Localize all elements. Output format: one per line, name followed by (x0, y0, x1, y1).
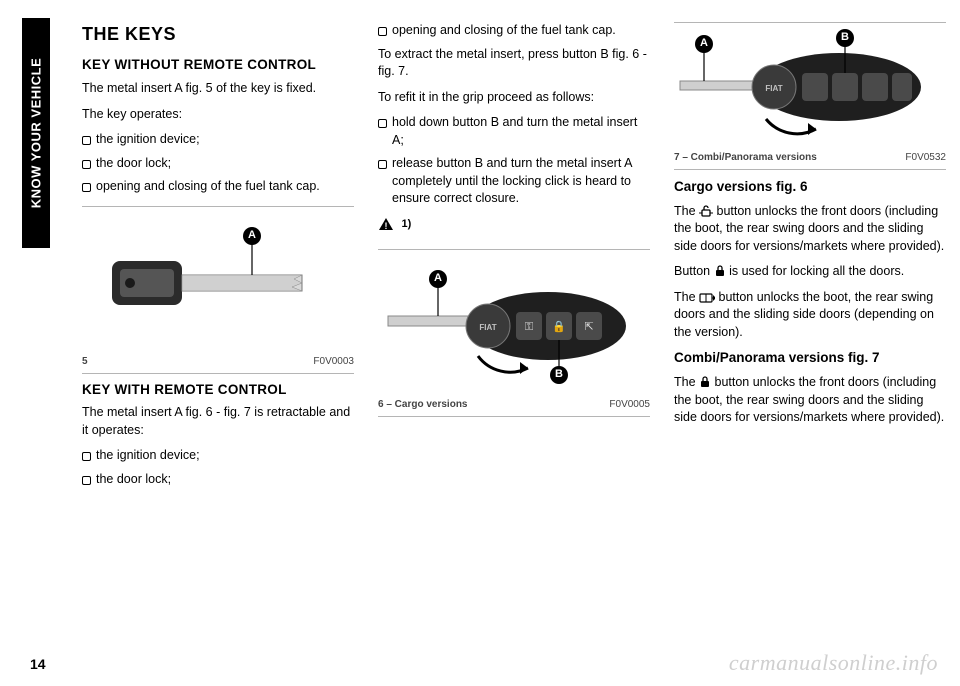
figure-6-caption: 6 – Cargo versions F0V0005 (378, 396, 650, 412)
text-fragment: button unlocks the front doors (includin… (674, 375, 944, 424)
column-1: THE KEYS KEY WITHOUT REMOTE CONTROL The … (82, 22, 354, 642)
manual-page: KNOW YOUR VEHICLE THE KEYS KEY WITHOUT R… (0, 0, 960, 686)
figure-7-image: FIAT A B (674, 29, 946, 149)
heading-combi-versions: Combi/Panorama versions fig. 7 (674, 349, 946, 368)
list-item: the ignition device; (82, 447, 354, 465)
list-item: the door lock; (82, 155, 354, 173)
callout-b: B (836, 29, 854, 47)
boot-unlock-icon (699, 290, 718, 304)
paragraph: The metal insert A fig. 5 of the key is … (82, 80, 354, 98)
figure-number: 7 – Combi/Panorama versions (674, 151, 817, 165)
warning-icon: ! (378, 217, 394, 231)
content-columns: THE KEYS KEY WITHOUT REMOTE CONTROL The … (82, 22, 900, 642)
figure-code: F0V0003 (313, 355, 354, 369)
list-item: release button B and turn the metal inse… (378, 155, 650, 208)
figure-5-image: A (82, 213, 354, 353)
svg-text:FIAT: FIAT (765, 84, 782, 93)
figure-6-image: FIAT ⚿ 🔒 ⇱ (378, 256, 650, 396)
figure-number: 5 (82, 355, 88, 369)
paragraph: The key operates: (82, 106, 354, 124)
text-fragment: The (674, 290, 699, 304)
lock-icon (714, 264, 729, 278)
section-tab-label: KNOW YOUR VEHICLE (29, 58, 44, 209)
key-plain-icon (82, 213, 354, 353)
unlock-icon (699, 204, 716, 218)
figure-number: 6 – Cargo versions (378, 398, 467, 412)
list-item: opening and closing of the fuel tank cap… (378, 22, 650, 40)
text-fragment: Button (674, 264, 714, 278)
paragraph: The button unlocks the front doors (incl… (674, 374, 946, 427)
figure-5-caption: 5 F0V0003 (82, 353, 354, 369)
lock-icon (699, 375, 714, 389)
svg-text:🔒: 🔒 (552, 320, 566, 333)
column-3: FIAT A B 7 – Combi/Panorama versions (674, 22, 946, 642)
warning-number: 1) (401, 218, 411, 230)
figure-code: F0V0532 (905, 151, 946, 165)
callout-b: B (550, 366, 568, 384)
callout-a: A (695, 35, 713, 53)
figure-7: FIAT A B 7 – Combi/Panorama versions (674, 22, 946, 170)
key-remote-combi-icon: FIAT (674, 29, 946, 149)
list-item: hold down button B and turn the metal in… (378, 114, 650, 149)
callout-a: A (429, 270, 447, 288)
figure-5: A 5 F0V0003 (82, 206, 354, 374)
text-fragment: is used for locking all the doors. (729, 264, 904, 278)
heading-key-with-remote: KEY WITH REMOTE CONTROL (82, 382, 354, 399)
page-title: THE KEYS (82, 22, 354, 47)
key-remote-cargo-icon: FIAT ⚿ 🔒 ⇱ (378, 256, 650, 396)
heading-cargo-versions: Cargo versions fig. 6 (674, 178, 946, 197)
svg-text:⚿: ⚿ (525, 321, 533, 333)
list-item: the door lock; (82, 471, 354, 489)
text-fragment: The (674, 204, 699, 218)
list-item: opening and closing of the fuel tank cap… (82, 178, 354, 196)
paragraph: To extract the metal insert, press butto… (378, 46, 650, 81)
watermark: carmanualsonline.info (729, 650, 938, 676)
text-fragment: The (674, 375, 699, 389)
paragraph: Button is used for locking all the doors… (674, 263, 946, 281)
paragraph: The button unlocks the front doors (incl… (674, 203, 946, 256)
section-tab: KNOW YOUR VEHICLE (22, 18, 50, 248)
warning-marker: ! 1) (378, 216, 411, 234)
figure-code: F0V0005 (609, 398, 650, 412)
column-2: opening and closing of the fuel tank cap… (378, 22, 650, 642)
list-item: the ignition device; (82, 131, 354, 149)
svg-text:!: ! (385, 221, 388, 231)
svg-text:FIAT: FIAT (479, 323, 496, 332)
figure-7-caption: 7 – Combi/Panorama versions F0V0532 (674, 149, 946, 165)
figure-6: FIAT ⚿ 🔒 ⇱ (378, 249, 650, 417)
page-number: 14 (30, 656, 46, 672)
paragraph: The metal insert A fig. 6 - fig. 7 is re… (82, 404, 354, 439)
paragraph: To refit it in the grip proceed as follo… (378, 89, 650, 107)
callout-a: A (243, 227, 261, 245)
heading-key-without-remote: KEY WITHOUT REMOTE CONTROL (82, 57, 354, 74)
svg-text:⇱: ⇱ (584, 321, 593, 333)
paragraph: The button unlocks the boot, the rear sw… (674, 289, 946, 342)
